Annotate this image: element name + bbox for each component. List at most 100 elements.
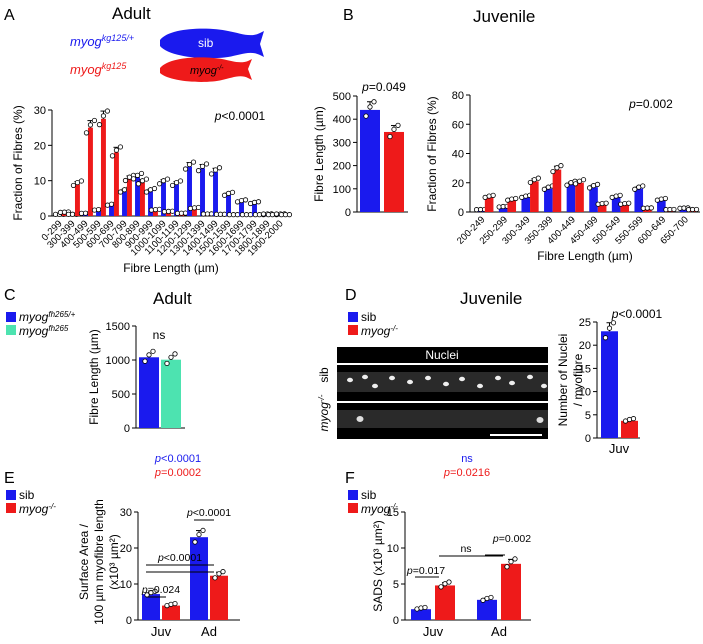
chart-A-pvalue-p: p [214, 109, 222, 123]
chart-C-ytick-label: 1000 [106, 355, 130, 367]
chart-A-point [109, 153, 116, 159]
micrograph-sib-fibre [337, 372, 548, 392]
legend-D-mut-swatch [348, 325, 358, 335]
chart-A-point [143, 176, 150, 182]
nucleus [443, 381, 449, 387]
chart-B1-point [363, 113, 369, 119]
chart-A-point [104, 108, 111, 114]
chart-F-ytick-label: 10 [387, 543, 399, 555]
chart-A-point [203, 161, 210, 167]
chart-B1-point [395, 122, 401, 128]
micrograph-scale-bar [490, 434, 542, 436]
chart-D-ytick-label: 25 [579, 317, 591, 329]
chart-B2-bar [634, 188, 644, 212]
chart-C-point [150, 348, 156, 354]
chart-B2-point [550, 168, 556, 175]
chart-A-point [151, 185, 158, 192]
chart-A-point [87, 122, 94, 128]
chart-E-bar [190, 537, 208, 620]
chart-C-point [146, 352, 152, 358]
legend-E-sib-label: sib [19, 488, 35, 502]
chart-F-bar [411, 609, 431, 620]
chart-B1-point [391, 126, 397, 132]
chart-B2-point [586, 185, 593, 191]
chart-B2-ytick-label: 20 [452, 178, 464, 190]
legend-E-mut-sym: myog [19, 502, 49, 516]
fish-myog-icon [160, 57, 252, 82]
legend-D-sib-label: sib [361, 310, 377, 324]
chart-B2-point [535, 175, 541, 181]
chart-B2-point [572, 181, 579, 187]
legend-D-mut-sup: -/- [390, 324, 398, 333]
chart-B2-ytick-label: 40 [452, 149, 464, 161]
chart-D-pvalue-p: p [611, 307, 619, 321]
chart-A-point [96, 122, 103, 128]
chart-A-point [186, 161, 193, 168]
chart-A-point [216, 165, 223, 171]
nucleus [541, 383, 547, 389]
chart-F-ylabel: SADS (x10³ µm²) [371, 520, 385, 612]
panel-letter-D: D [345, 287, 357, 304]
chart-F-bracket-label-3: p=0.002 [492, 533, 531, 545]
nucleus [356, 416, 364, 422]
chart-A-point [182, 166, 189, 172]
chart-A-point [135, 181, 142, 187]
chart-F-point [438, 584, 444, 590]
chart-E-ytick-label: 0 [126, 615, 132, 627]
chart-A-point [70, 182, 77, 189]
chart-C-point [142, 358, 148, 364]
chart-B2-ytick-label: 0 [458, 207, 464, 219]
chart-A-ylabel: Fraction of Fibres (%) [11, 105, 25, 220]
chart-F-bracket-label-2: ns [460, 543, 471, 555]
panel-letter-E: E [4, 470, 15, 487]
chart-A-bar [161, 182, 166, 216]
chart-B1-ytick-label: 0 [345, 207, 351, 219]
chart-C-annotation: ns [153, 328, 166, 342]
chart-E-point [192, 539, 198, 545]
chart-C-ytick-label: 1500 [106, 321, 130, 333]
chart-A-point [242, 197, 249, 203]
chart-A-pvalue: p<0.0001 [214, 109, 266, 123]
nucleus [407, 379, 413, 385]
nucleus [477, 383, 483, 389]
chart-B2-point [564, 182, 570, 188]
chart-E-top-pvalue-1-p: p [154, 453, 161, 465]
chart-F-point [512, 556, 518, 562]
panel-letter-C: C [4, 287, 16, 304]
chart-F-xtick-label: Juv [423, 624, 444, 639]
chart-F-top-pvalue-1: ns [461, 453, 473, 465]
chart-A-point [156, 181, 163, 187]
chart-A-point [169, 182, 176, 189]
chart-E-point [152, 588, 158, 594]
chart-A-bar [213, 171, 218, 216]
nucleus [372, 383, 378, 389]
legend-E-sib-swatch [6, 490, 16, 500]
chart-A-point [195, 204, 202, 211]
chart-C-ytick-label: 0 [124, 423, 130, 435]
chart-B1-pvalue-p: p [361, 80, 369, 94]
chart-F-bracket-label-1-p: p [406, 565, 413, 577]
legend-A-sib-sym: myog [70, 34, 103, 49]
chart-F-bar [477, 599, 497, 620]
chart-B2-point [648, 205, 654, 211]
legend-C-mut-sup: fh265 [48, 324, 69, 333]
chart-B2-ylabel: Fraction of Fibres (%) [425, 96, 439, 211]
chart-B2-bar [597, 204, 607, 212]
chart-A-point [182, 210, 189, 216]
chart-D-ytick-label: 0 [585, 433, 591, 445]
chart-A-ytick-label: 0 [40, 211, 46, 223]
chart-F-ytick-label: 15 [387, 507, 399, 519]
micrograph-row-mut-sup: -/- [317, 394, 326, 402]
chart-E-bar [210, 575, 228, 620]
chart-B2-bar [530, 181, 539, 212]
chart-B2-bar [566, 184, 576, 212]
chart-B1-pvalue: p=0.049 [361, 80, 406, 94]
chart-A-bar [252, 203, 257, 216]
chart-E-bar [162, 605, 180, 620]
nucleus [347, 377, 353, 383]
fish-sib-icon [160, 28, 264, 59]
nucleus [527, 374, 533, 380]
chart-E-xtick-label: Juv [151, 624, 172, 639]
chart-B2-bar [521, 197, 531, 212]
